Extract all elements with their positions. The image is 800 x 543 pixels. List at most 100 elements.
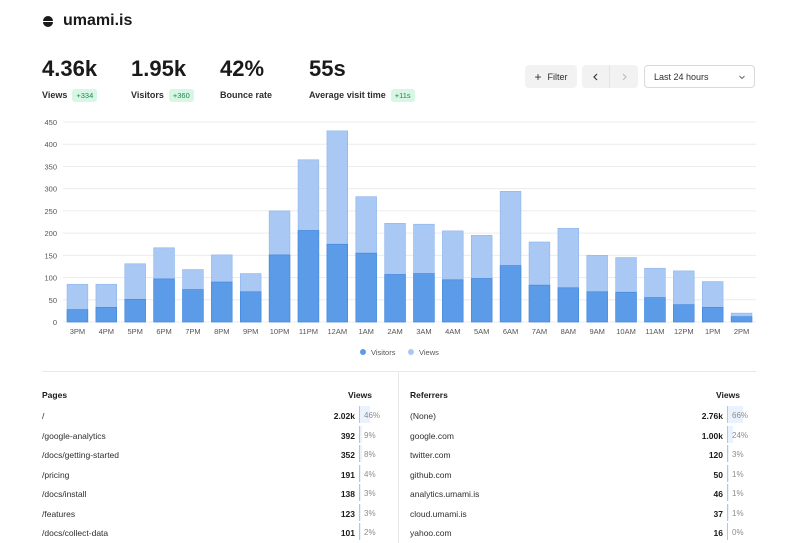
row-share-bar (728, 425, 734, 443)
metric-average-visit-time: 55s Average visit time +11s (309, 58, 449, 102)
chevron-right-icon (622, 73, 627, 80)
metric-label: Visitors (131, 90, 164, 100)
row-percentage: 0% (732, 528, 744, 537)
table-row[interactable]: (None) 2.76k 66% (410, 406, 750, 426)
metric-bounce-rate: 42% Bounce rate (220, 58, 309, 102)
legend-visitors-swatch (360, 349, 366, 355)
x-tick-label: 10PM (270, 327, 290, 336)
row-label[interactable]: github.com (410, 469, 452, 480)
row-percentage: 2% (364, 528, 376, 537)
change-badge: +334 (72, 88, 98, 102)
visitors-bar (384, 274, 406, 323)
x-tick-label: 10AM (616, 327, 636, 336)
views-visitors-chart: 0 50 100 150 200 250 300 350 400 450 3PM 4PM 5PM 6PM 7… (44, 118, 756, 357)
row-label[interactable]: twitter.com (410, 450, 451, 460)
table-row[interactable]: / 2.02k 46% (42, 406, 382, 426)
column-divider (398, 372, 399, 543)
row-share-bar-track (727, 503, 749, 521)
visitors-bar (644, 297, 666, 323)
metric-value: 42% (220, 56, 265, 81)
row-label[interactable]: /docs/getting-started (42, 450, 120, 460)
visitors-bar (730, 316, 753, 323)
visitors-bar (615, 291, 637, 323)
metric-visitors: 1.95k Visitors +360 (131, 58, 220, 102)
x-tick-label: 7AM (532, 327, 547, 336)
table-row[interactable]: /docs/install 138 3% (42, 484, 382, 504)
row-label[interactable]: / (42, 411, 45, 421)
previous-period-button[interactable] (582, 65, 610, 88)
row-share-bar-track (727, 484, 749, 501)
visitors-bar (268, 254, 291, 323)
row-views-value: 120 (708, 450, 723, 460)
legend-visitors-label: Visitors (371, 348, 396, 357)
visitors-bar (701, 307, 724, 323)
row-views-value: 191 (340, 469, 355, 480)
row-share-bar-track (727, 464, 749, 482)
table-row[interactable]: twitter.com 120 3% (410, 445, 750, 465)
table-row[interactable]: /google-analytics 392 9% (42, 425, 382, 446)
row-share-bar-track (359, 464, 381, 482)
brand-name[interactable]: umami.is (63, 12, 133, 29)
metric-value: 55s (309, 56, 346, 81)
table-row[interactable]: /features 123 3% (42, 503, 382, 524)
next-period-button[interactable] (610, 65, 638, 88)
row-share-bar (360, 445, 362, 462)
table-header: Referrers Views (410, 388, 756, 400)
change-badge: +11s (390, 88, 415, 102)
x-tick-label: 11AM (645, 327, 664, 336)
date-navigation (582, 65, 638, 88)
y-tick-label: 450 (44, 118, 57, 127)
table-row[interactable]: /pricing 191 4% (42, 464, 382, 485)
chevron-left-icon (592, 73, 597, 80)
filter-button[interactable]: + Filter (525, 65, 577, 88)
row-views-value: 37 (713, 508, 723, 519)
y-tick-label: 300 (44, 185, 57, 194)
x-tick-label: 9AM (589, 327, 604, 336)
row-views-value: 352 (340, 450, 355, 460)
row-label[interactable]: /docs/collect-data (42, 528, 109, 538)
metric-views: 4.36k Views +334 (42, 58, 131, 102)
row-views-value: 392 (340, 430, 355, 441)
row-share-bar (360, 503, 361, 521)
metrics-bar: 4.36k Views +334 1.95k Visitors +360 42%… (42, 58, 449, 102)
x-tick-label: 8PM (214, 327, 229, 336)
x-tick-label: 1PM (705, 327, 720, 336)
row-percentage: 1% (732, 489, 744, 498)
metric-label: Bounce rate (220, 90, 273, 100)
row-label[interactable]: google.com (410, 430, 454, 441)
table-row[interactable]: /docs/collect-data 101 2% (42, 523, 382, 543)
visitors-bar (297, 230, 320, 323)
table-row[interactable]: cloud.umami.is 37 1% (410, 503, 750, 524)
x-tick-label: 7PM (185, 327, 200, 336)
row-label[interactable]: yahoo.com (410, 528, 452, 538)
table-row[interactable]: github.com 50 1% (410, 464, 750, 485)
table-row[interactable]: analytics.umami.is 46 1% (410, 484, 750, 504)
row-views-value: 46 (713, 489, 723, 499)
table-row[interactable]: yahoo.com 16 0% (410, 523, 750, 543)
visitors-bar (673, 304, 695, 323)
umami-logo-icon[interactable] (42, 15, 54, 27)
visitors-bar (326, 243, 349, 323)
row-views-value: 2.76k (701, 411, 723, 421)
row-label[interactable]: /pricing (42, 469, 70, 480)
visitors-bar (528, 284, 551, 323)
row-share-bar-track (359, 406, 381, 423)
row-label[interactable]: (None) (410, 411, 436, 421)
visitors-bar (95, 307, 118, 323)
row-label[interactable]: /google-analytics (42, 430, 106, 441)
x-tick-label: 2PM (734, 327, 749, 336)
y-tick-label: 0 (53, 318, 57, 327)
row-share-bar-track (359, 425, 381, 443)
x-tick-label: 5PM (127, 327, 142, 336)
row-label[interactable]: cloud.umami.is (410, 508, 467, 519)
row-label[interactable]: analytics.umami.is (410, 489, 480, 499)
row-label[interactable]: /features (42, 508, 76, 519)
visitors-bar (66, 309, 89, 323)
visitors-bar (239, 291, 262, 323)
table-row[interactable]: google.com 1.00k 24% (410, 425, 750, 446)
row-views-value: 2.02k (333, 411, 355, 421)
table-row[interactable]: /docs/getting-started 352 8% (42, 445, 382, 465)
x-tick-label: 2AM (387, 327, 402, 336)
date-range-select[interactable]: Last 24 hours (644, 65, 755, 88)
row-label[interactable]: /docs/install (42, 489, 87, 499)
